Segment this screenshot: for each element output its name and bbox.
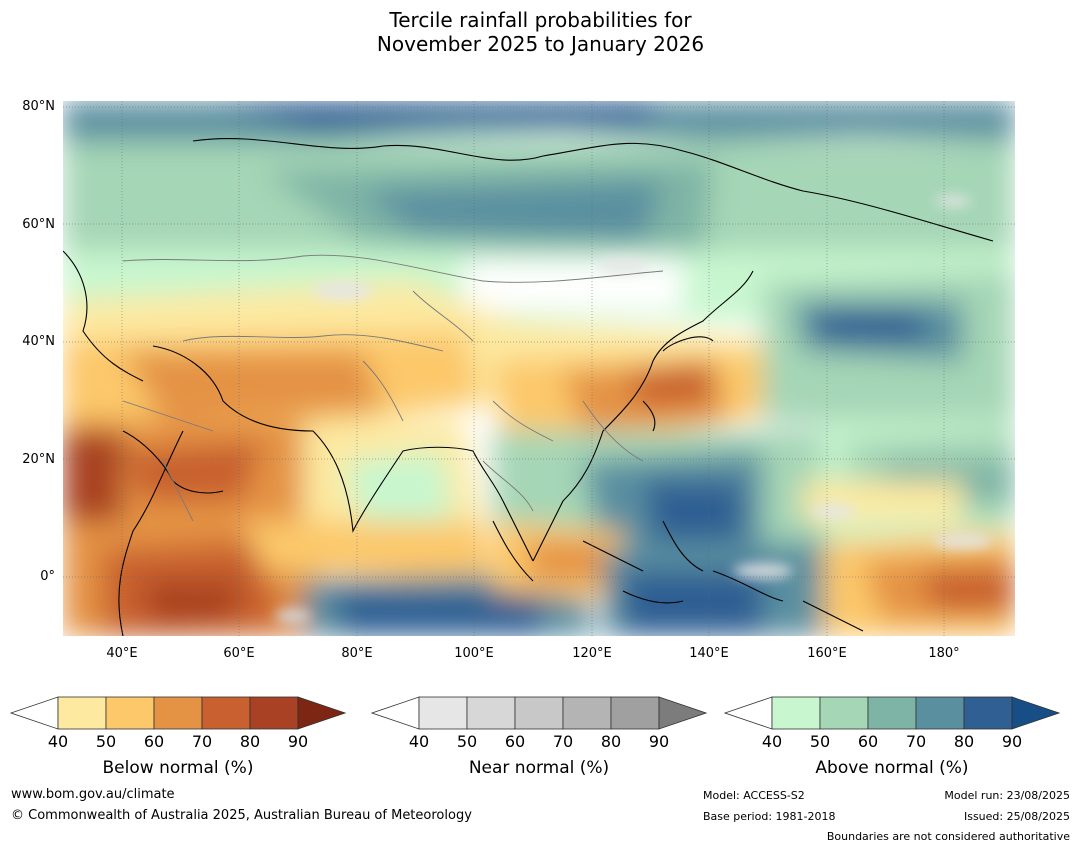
tick-label: 60: [504, 732, 526, 751]
colorbar-cell: [819, 696, 869, 730]
tick-label: 80: [600, 732, 622, 751]
tick-label: 90: [648, 732, 670, 751]
lat-label-20n: 20°N: [22, 452, 55, 467]
colorbar-cell: [867, 696, 917, 730]
colorbar-above-normal: [723, 696, 1061, 786]
colorbar-low-extend: [723, 696, 773, 730]
colorbar-above-normal-title: Above normal (%): [815, 758, 969, 778]
rainfall-probability-map: [63, 101, 1015, 636]
lat-label-80n: 80°N: [22, 99, 55, 114]
lon-label-160e: 160°E: [807, 646, 847, 661]
model-run-text: Model run: 23/08/2025: [944, 789, 1070, 802]
tick-label: 40: [47, 732, 69, 751]
colorbar-cell: [201, 696, 251, 730]
lon-label-140e: 140°E: [689, 646, 729, 661]
lat-label-0: 0°: [40, 569, 55, 584]
base-period-text: Base period: 1981-2018: [703, 810, 836, 823]
colorbar-below-normal-scale: [9, 696, 347, 730]
map-title: Tercile rainfall probabilities for Novem…: [0, 8, 1081, 56]
tick-label: 90: [1001, 732, 1023, 751]
tick-label: 50: [809, 732, 831, 751]
boundaries-disclaimer: Boundaries are not considered authoritat…: [826, 830, 1070, 843]
colorbar-high-extend: [1011, 696, 1061, 730]
colorbar-cell: [466, 696, 516, 730]
colorbar-cell: [963, 696, 1013, 730]
tick-label: 40: [408, 732, 430, 751]
map-canvas: [63, 101, 1015, 636]
colorbar-cell: [153, 696, 203, 730]
tick-label: 50: [95, 732, 117, 751]
coastlines: [63, 138, 994, 636]
colorbar-cell: [418, 696, 468, 730]
tick-label: 90: [287, 732, 309, 751]
lon-label-180: 180°: [928, 646, 960, 661]
issued-text: Issued: 25/08/2025: [963, 810, 1070, 823]
colorbar-cell: [771, 696, 821, 730]
tick-label: 70: [552, 732, 574, 751]
colorbar-cell: [514, 696, 564, 730]
tick-label: 80: [953, 732, 975, 751]
lat-label-60n: 60°N: [22, 217, 55, 232]
colorbar-above-normal-scale: [723, 696, 1061, 730]
lon-label-120e: 120°E: [572, 646, 612, 661]
colorbar-near-normal: [370, 696, 708, 786]
tick-label: 60: [857, 732, 879, 751]
graticule: [63, 101, 1015, 636]
colorbar-cell: [105, 696, 155, 730]
colorbar-high-extend: [658, 696, 708, 730]
tick-label: 60: [143, 732, 165, 751]
tick-label: 70: [191, 732, 213, 751]
title-line-2: November 2025 to January 2026: [376, 32, 705, 56]
title-line-1: Tercile rainfall probabilities for: [389, 8, 692, 32]
colorbar-cell: [57, 696, 107, 730]
lon-label-60e: 60°E: [223, 646, 255, 661]
colorbar-near-normal-title: Near normal (%): [468, 758, 610, 778]
colorbar-cell: [249, 696, 299, 730]
probability-field: [63, 101, 1015, 636]
lat-label-40n: 40°N: [22, 334, 55, 349]
tick-label: 70: [905, 732, 927, 751]
lon-label-80e: 80°E: [341, 646, 373, 661]
colorbar-below-normal: [9, 696, 347, 786]
colorbar-low-extend: [9, 696, 59, 730]
colorbar-high-extend: [297, 696, 347, 730]
country-boundaries: [122, 254, 664, 522]
tick-label: 80: [239, 732, 261, 751]
colorbar-cell: [915, 696, 965, 730]
colorbar-below-normal-title: Below normal (%): [102, 758, 254, 778]
website-link[interactable]: www.bom.gov.au/climate: [11, 787, 175, 802]
tick-label: 50: [456, 732, 478, 751]
copyright-text: © Commonwealth of Australia 2025, Austra…: [11, 808, 472, 823]
colorbar-cell: [610, 696, 660, 730]
colorbar-near-normal-scale: [370, 696, 708, 730]
tick-label: 40: [761, 732, 783, 751]
lon-label-100e: 100°E: [454, 646, 494, 661]
colorbar-cell: [562, 696, 612, 730]
model-text: Model: ACCESS-S2: [703, 789, 805, 802]
lon-label-40e: 40°E: [106, 646, 138, 661]
colorbar-low-extend: [370, 696, 420, 730]
